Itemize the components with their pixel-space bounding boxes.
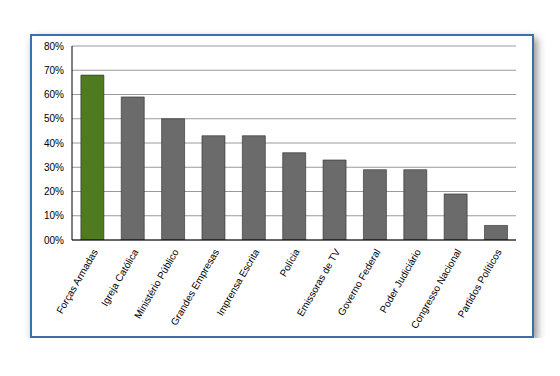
svg-text:00%: 00% <box>44 235 64 246</box>
svg-text:Imprensa Escrita: Imprensa Escrita <box>214 247 261 318</box>
svg-text:10%: 10% <box>44 210 64 221</box>
svg-text:Forças Armadas: Forças Armadas <box>54 247 100 316</box>
svg-text:50%: 50% <box>44 113 64 124</box>
svg-text:Congresso Nacional: Congresso Nacional <box>409 247 464 330</box>
svg-text:70%: 70% <box>44 65 64 76</box>
svg-text:Governo Federal: Governo Federal <box>336 247 383 317</box>
svg-text:20%: 20% <box>44 186 64 197</box>
svg-text:Partidos Políticos: Partidos Políticos <box>456 247 504 319</box>
svg-text:80%: 80% <box>44 41 64 52</box>
svg-text:30%: 30% <box>44 162 64 173</box>
svg-text:60%: 60% <box>44 89 64 100</box>
svg-text:Ministério Público: Ministério Público <box>132 247 181 321</box>
svg-text:Polícia: Polícia <box>277 247 302 279</box>
svg-text:40%: 40% <box>44 138 64 149</box>
svg-text:Igreja Católica: Igreja Católica <box>99 247 141 308</box>
svg-text:Emissoras de TV: Emissoras de TV <box>295 247 343 319</box>
svg-text:Poder Judiciário: Poder Judiciário <box>378 247 424 315</box>
svg-text:Grandes Empresas: Grandes Empresas <box>169 247 222 327</box>
